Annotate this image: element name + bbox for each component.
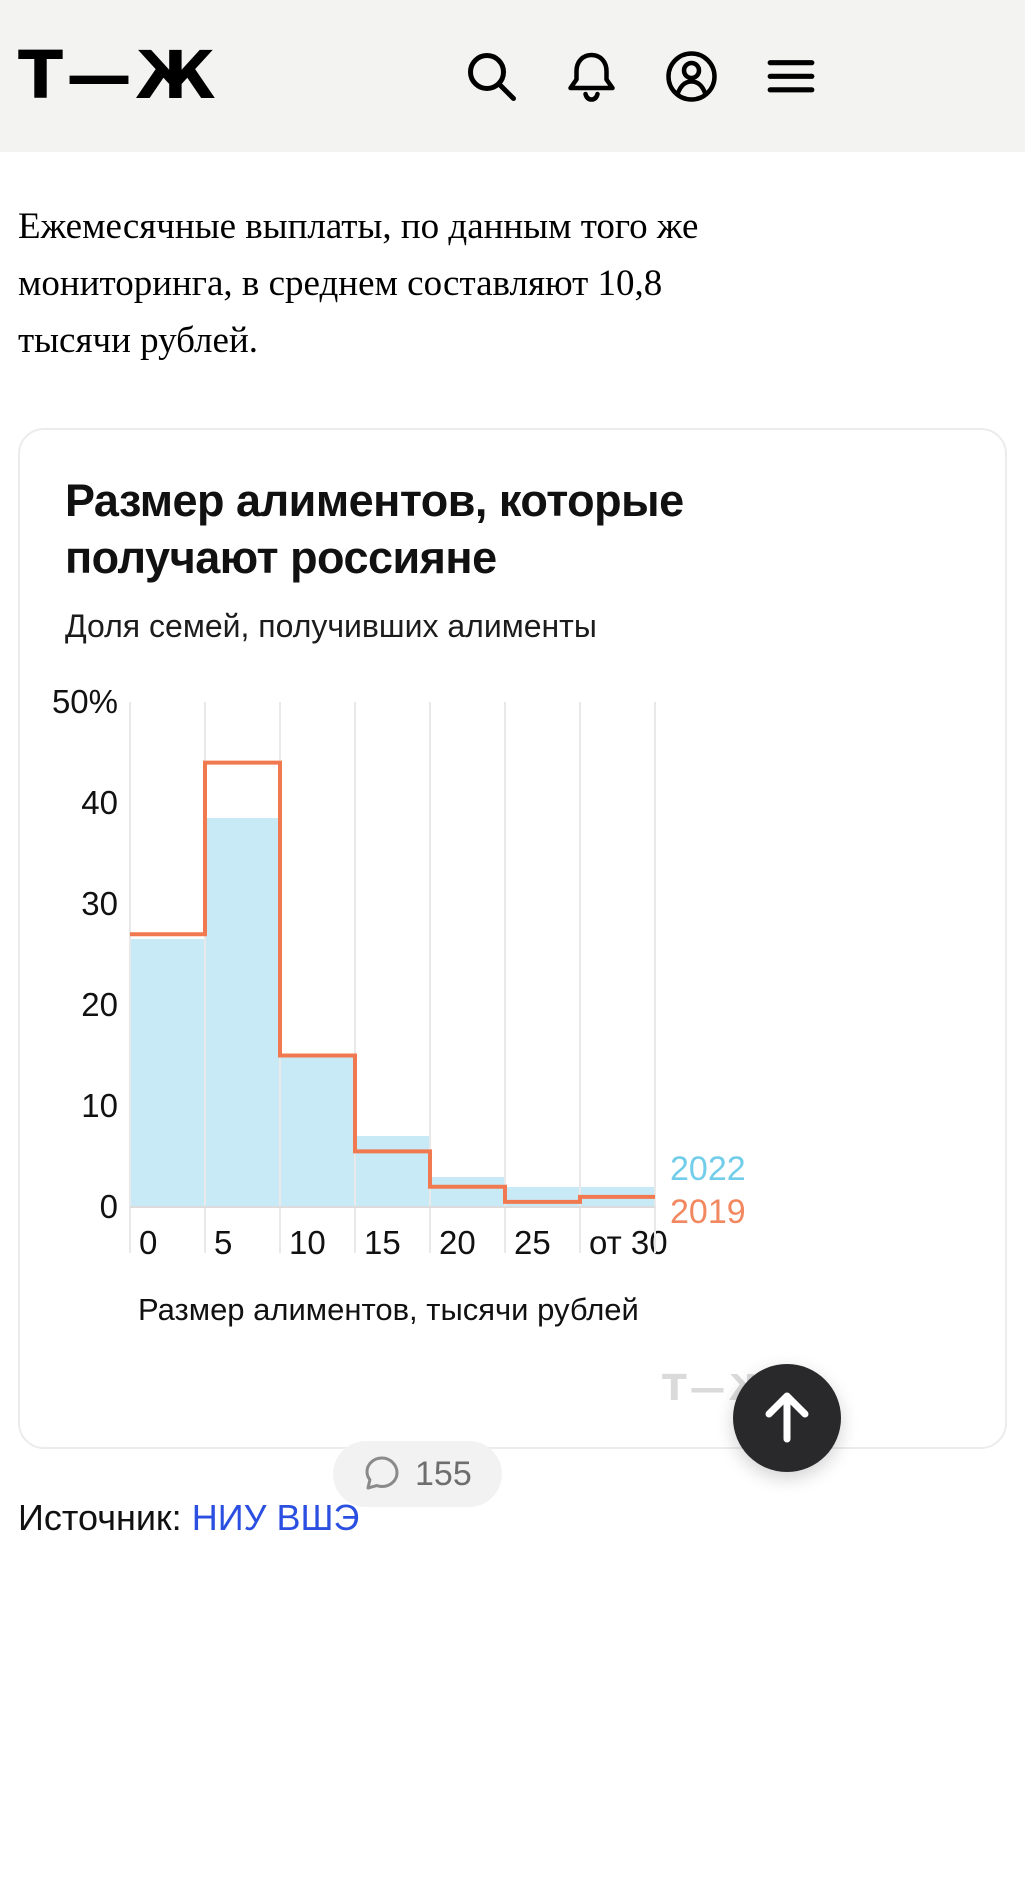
chart-title: Размер алиментов, которые получают росси…: [65, 475, 684, 583]
y-tick-label-30: 30: [81, 885, 118, 922]
x-tick-label-25: 25: [514, 1224, 551, 1261]
comments-button[interactable]: 155: [333, 1441, 502, 1507]
x-tick-label-20: 20: [439, 1224, 476, 1261]
header: Т—Ж: [0, 0, 1025, 152]
x-axis-label: Размер алиментов, тысячи рублей: [138, 1292, 639, 1327]
search-icon[interactable]: [462, 47, 520, 105]
bar-5: [205, 818, 280, 1207]
x-tick-label-15: 15: [364, 1224, 401, 1261]
scroll-to-top-button[interactable]: [733, 1364, 841, 1472]
gridline: [579, 702, 581, 1253]
chart-card: Размер алиментов, которые получают росси…: [18, 428, 1007, 1449]
tj-logo[interactable]: Т—Ж: [18, 37, 219, 114]
chart-plot-area: 50% 40 30 20 10 0 0 5 10 15 20 25 от 30: [52, 683, 668, 1261]
x-tick-label-10: 10: [289, 1224, 326, 1261]
y-tick-label-10: 10: [81, 1087, 118, 1124]
gridline: [354, 702, 356, 1253]
x-tick-label-5: 5: [214, 1224, 233, 1261]
article-paragraph: Ежемесячные выплаты, по данным того же м…: [18, 206, 699, 361]
menu-icon[interactable]: [762, 47, 820, 105]
gridline: [504, 702, 506, 1253]
comment-bubble-icon: [363, 1454, 401, 1495]
comments-count: 155: [415, 1454, 472, 1493]
chart-subtitle: Доля семей, получивших алименты: [65, 608, 597, 644]
bell-icon[interactable]: [562, 47, 620, 105]
source-label: Источник:: [18, 1497, 182, 1538]
profile-icon[interactable]: [662, 47, 720, 105]
gridline: [654, 702, 656, 1253]
source-line: Источник: НИУ ВШЭ: [18, 1497, 359, 1539]
x-axis-baseline: [130, 1206, 655, 1208]
bar-15: [355, 1136, 430, 1207]
bar-10: [280, 1055, 355, 1207]
bar-0: [130, 939, 205, 1207]
step-line-2019: [130, 760, 655, 1204]
y-tick-label-20: 20: [81, 986, 118, 1023]
arrow-up-icon: [733, 1363, 841, 1474]
y-tick-label-40: 40: [81, 784, 118, 821]
legend-2022: 2022: [670, 1150, 746, 1188]
header-icons: [462, 47, 820, 105]
bar-20: [430, 1177, 505, 1207]
gridline: [204, 702, 206, 1253]
gridline: [129, 702, 131, 1253]
legend-2019: 2019: [670, 1193, 746, 1231]
y-tick-label-0: 0: [99, 1188, 118, 1225]
y-tick-label-50: 50%: [51, 683, 118, 720]
gridline: [429, 702, 431, 1253]
x-tick-label-0: 0: [139, 1224, 158, 1261]
source-link[interactable]: НИУ ВШЭ: [191, 1497, 360, 1538]
